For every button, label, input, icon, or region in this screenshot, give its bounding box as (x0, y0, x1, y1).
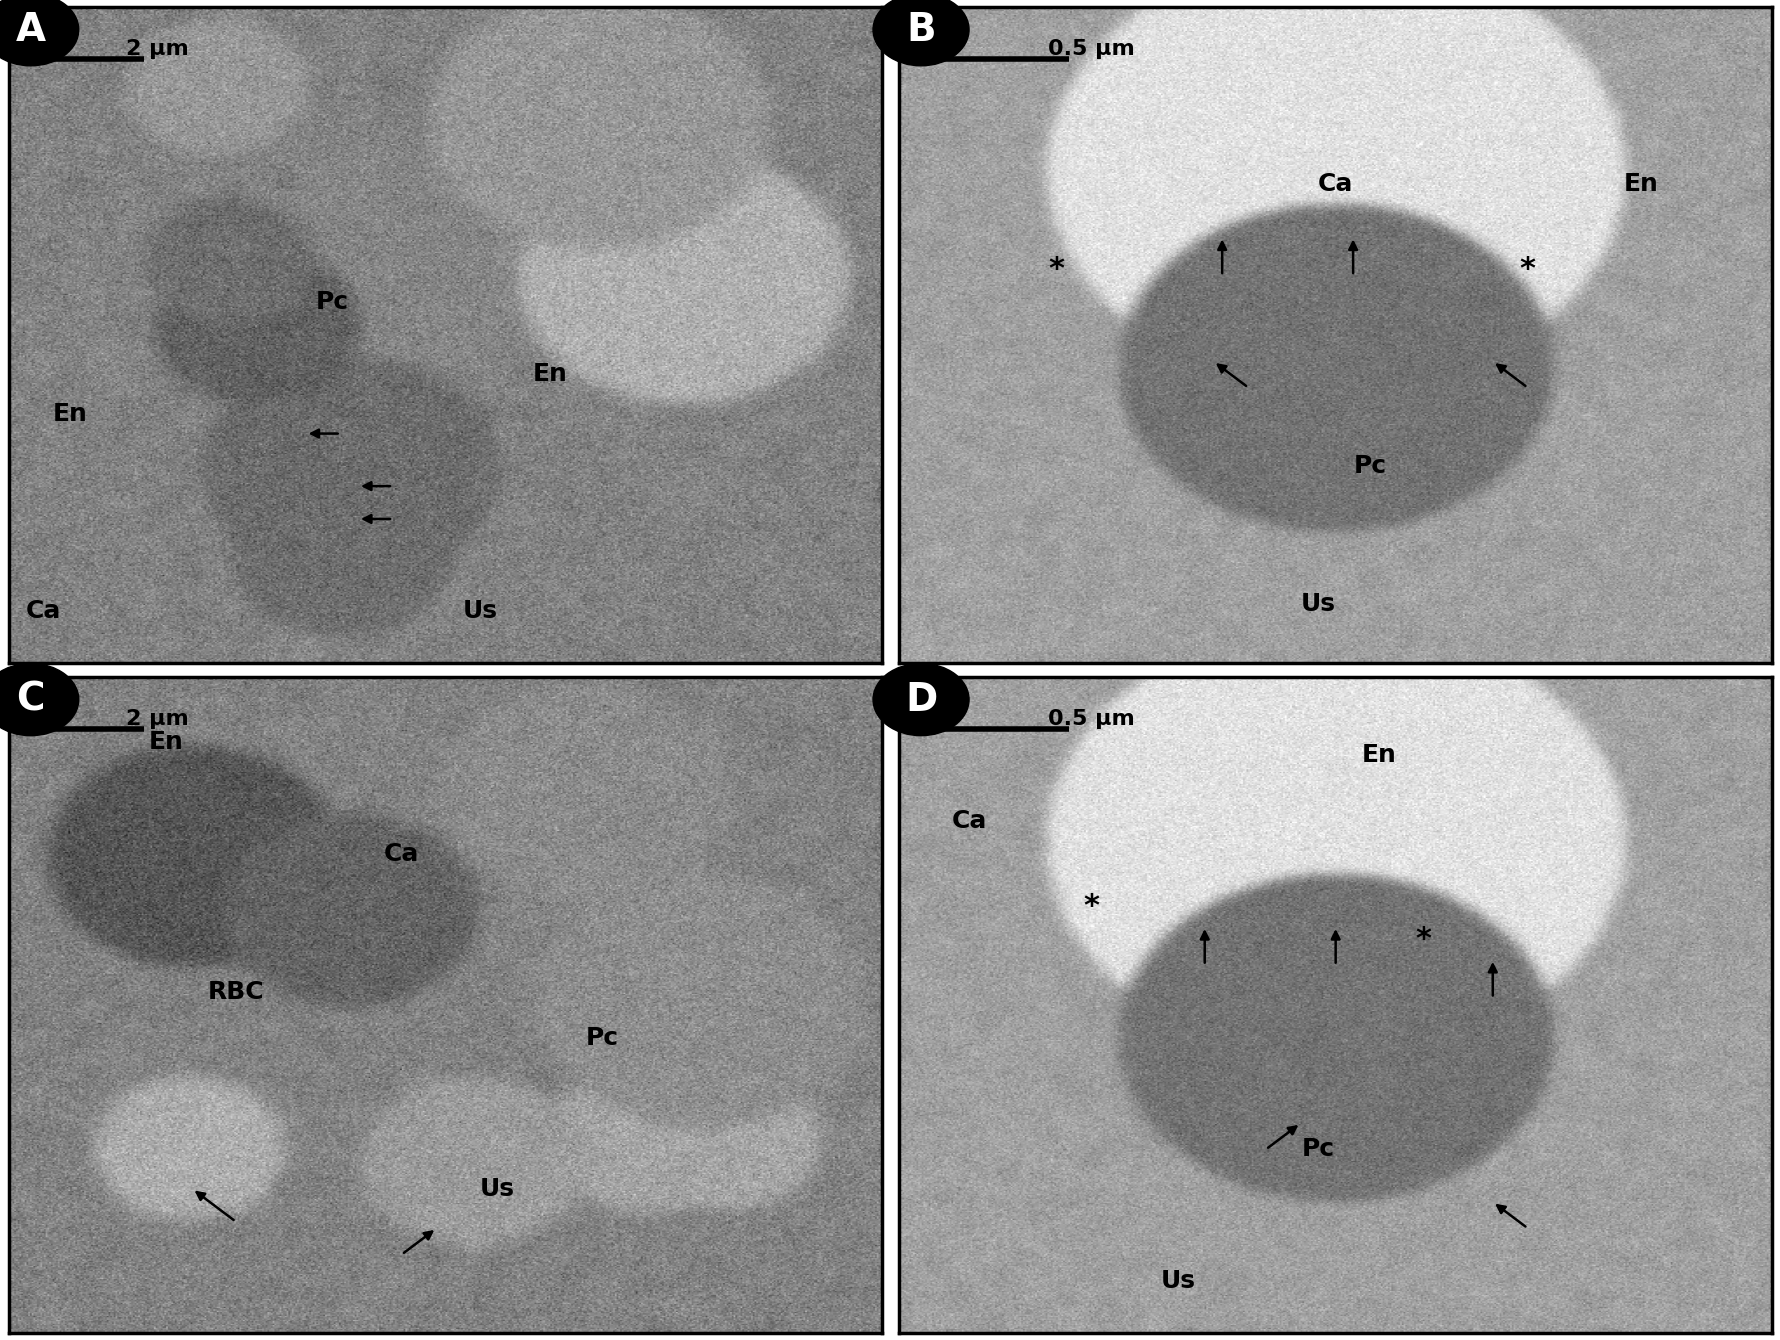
Text: Us: Us (1299, 592, 1335, 616)
Text: Pc: Pc (1353, 454, 1387, 478)
Circle shape (872, 663, 968, 736)
Text: En: En (53, 402, 87, 426)
Text: Us: Us (481, 1177, 514, 1201)
Text: B: B (906, 11, 934, 48)
Text: En: En (1362, 744, 1396, 768)
Text: 2 μm: 2 μm (126, 709, 189, 729)
Text: *: * (1082, 892, 1098, 921)
Text: C: C (16, 681, 44, 718)
Text: 0.5 μm: 0.5 μm (1047, 39, 1134, 59)
Text: Ca: Ca (27, 599, 62, 623)
Text: D: D (904, 681, 936, 718)
Text: Us: Us (1161, 1269, 1196, 1293)
Circle shape (0, 0, 78, 66)
Text: 0.5 μm: 0.5 μm (1047, 709, 1134, 729)
Text: RBC: RBC (208, 980, 263, 1004)
Text: Pc: Pc (586, 1026, 619, 1049)
Text: A: A (16, 11, 46, 48)
Text: Ca: Ca (1317, 172, 1353, 196)
Text: En: En (1623, 172, 1657, 196)
Text: *: * (1048, 255, 1064, 284)
Text: 2 μm: 2 μm (126, 39, 189, 59)
Text: *: * (1413, 925, 1429, 954)
Text: Us: Us (463, 599, 497, 623)
Text: *: * (1518, 255, 1534, 284)
Text: Pc: Pc (315, 291, 349, 314)
Circle shape (0, 663, 78, 736)
Circle shape (872, 0, 968, 66)
Text: En: En (532, 363, 568, 386)
Text: Ca: Ca (384, 842, 418, 866)
Text: Pc: Pc (1301, 1138, 1333, 1162)
Text: En: En (148, 730, 183, 754)
Text: Ca: Ca (951, 809, 986, 833)
